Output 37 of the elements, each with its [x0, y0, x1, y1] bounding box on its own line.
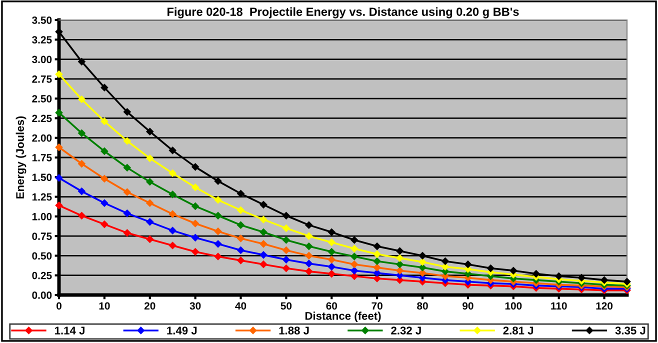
legend-label: 3.35 J: [615, 326, 646, 334]
y-tick-label: 2.00: [32, 134, 52, 142]
y-tick-label: 3.00: [32, 56, 52, 64]
y-tick-label: 3.25: [32, 36, 52, 44]
x-tick-label: 100: [505, 302, 522, 310]
y-tick-label: 0.50: [32, 252, 52, 260]
x-axis-title: Distance (feet): [305, 312, 381, 322]
y-tick-label: 2.25: [32, 114, 52, 122]
legend-label: 2.32 J: [391, 326, 421, 334]
x-tick-label: 50: [280, 302, 292, 310]
x-tick-label: 30: [190, 302, 201, 310]
chart-title: Figure 020-18 Projectile Energy vs. Distance using 0.20 g BB's: [168, 7, 519, 18]
x-tick-label: 70: [372, 302, 382, 310]
legend-label: 1.14 J: [55, 326, 84, 334]
x-tick-label: 0: [56, 302, 62, 310]
x-tick-label: 120: [596, 302, 613, 310]
x-tick-label: 10: [99, 302, 110, 310]
x-tick-label: 60: [326, 302, 338, 310]
y-tick-label: 1.75: [32, 154, 52, 162]
y-tick-label: 0.75: [32, 232, 52, 240]
x-tick-label: 90: [462, 302, 474, 310]
legend-label: 1.49 J: [167, 326, 197, 334]
x-tick-label: 80: [417, 302, 428, 310]
y-tick-label: 1.25: [32, 193, 52, 201]
y-tick-label: 2.75: [32, 75, 52, 83]
y-axis-title: Energy (Joules): [16, 116, 26, 198]
legend-label: 1.88 J: [279, 326, 309, 334]
y-tick-label: 0.25: [32, 272, 52, 280]
legend-label: 2.81 J: [503, 326, 534, 334]
y-tick-label: 3.50: [32, 16, 52, 24]
y-tick-label: 1.50: [32, 174, 52, 182]
y-tick-label: 1.00: [32, 212, 52, 220]
x-tick-label: 20: [144, 302, 156, 310]
y-tick-label: 2.50: [32, 95, 52, 102]
x-tick-label: 110: [551, 302, 567, 310]
y-tick-label: 0.00: [32, 292, 52, 299]
x-tick-label: 40: [235, 302, 246, 310]
